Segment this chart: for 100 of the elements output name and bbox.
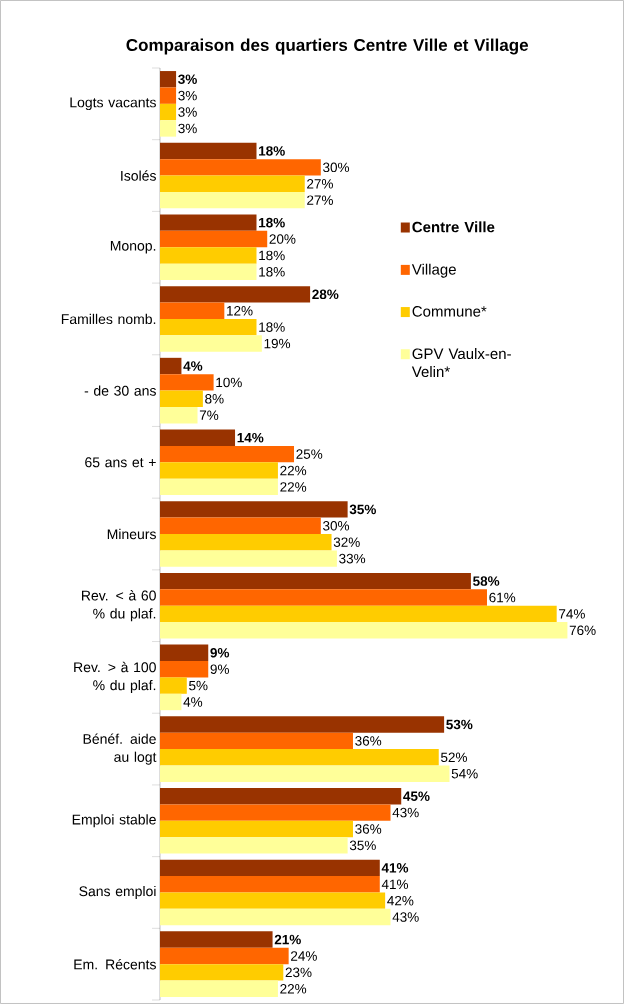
data-label: 25% xyxy=(296,449,323,459)
data-label: 4% xyxy=(183,697,203,707)
bar xyxy=(160,820,353,838)
data-label: 22% xyxy=(280,482,307,492)
data-label: 9% xyxy=(210,648,230,658)
bar xyxy=(160,534,332,551)
data-label: 10% xyxy=(216,377,242,388)
data-label: 5% xyxy=(189,680,208,691)
y-tick-label: 65 ans et + xyxy=(85,457,156,468)
data-label: 21% xyxy=(274,934,301,945)
bar xyxy=(160,517,321,535)
y-tick-label: - de 30 ans xyxy=(84,385,156,396)
data-label: 76% xyxy=(569,625,596,636)
data-label: 18% xyxy=(259,217,285,228)
bar xyxy=(160,247,257,264)
data-label: 54% xyxy=(451,768,478,779)
bar xyxy=(160,191,305,209)
data-label: 8% xyxy=(205,394,224,404)
data-label: 19% xyxy=(264,338,291,349)
data-label: 28% xyxy=(312,289,339,300)
bar xyxy=(160,120,177,137)
data-label: 43% xyxy=(392,912,419,922)
bar xyxy=(160,374,214,391)
data-label: 30% xyxy=(323,521,350,531)
y-tick-label: Familles nomb. xyxy=(61,313,156,325)
data-label: 41% xyxy=(381,879,409,889)
data-label: 35% xyxy=(349,840,376,851)
data-label: 52% xyxy=(440,752,467,763)
data-label: 36% xyxy=(355,736,382,746)
bar xyxy=(160,407,198,424)
data-label: 18% xyxy=(259,267,285,277)
data-label: 33% xyxy=(339,553,366,564)
data-label: 30% xyxy=(323,162,350,173)
data-label: 22% xyxy=(280,465,307,476)
data-label: 35% xyxy=(349,504,376,515)
y-tick-label: Mineurs xyxy=(107,528,156,540)
data-label: 3% xyxy=(178,74,197,85)
data-label: 27% xyxy=(307,195,333,205)
data-label: 4% xyxy=(183,361,203,371)
bar xyxy=(160,159,321,176)
bar xyxy=(160,589,487,606)
y-tick-label: Sans emploi xyxy=(79,885,156,899)
bar xyxy=(160,876,380,893)
bar xyxy=(160,964,284,981)
y-tick-label: Emploi stable xyxy=(72,814,156,828)
bar xyxy=(160,605,557,623)
y-tick-label: Isolés xyxy=(121,170,156,181)
data-label: 3% xyxy=(178,90,197,101)
bar xyxy=(160,980,278,997)
data-label: 61% xyxy=(489,592,516,603)
legend-label: Village xyxy=(411,263,456,278)
bar xyxy=(160,859,380,877)
bar xyxy=(160,732,353,750)
bar xyxy=(160,429,236,446)
bar xyxy=(160,462,278,479)
bar xyxy=(160,765,450,782)
bar xyxy=(160,804,391,821)
bar xyxy=(160,572,471,590)
bar xyxy=(160,478,278,496)
y-tick-label: Bénéf. aide au logt xyxy=(83,733,157,765)
y-tick-label: Em. Récents xyxy=(74,958,156,970)
data-label: 7% xyxy=(199,410,219,420)
bar xyxy=(160,390,203,408)
y-tick-label: Rev. < à 60 % du plaf. xyxy=(82,590,156,622)
bar xyxy=(160,103,177,121)
bar xyxy=(160,175,305,192)
legend-label: Centre Ville xyxy=(412,221,495,233)
bar xyxy=(160,892,386,909)
y-tick-label: Logts vacants xyxy=(70,97,156,111)
bar xyxy=(160,622,568,639)
bar xyxy=(160,214,257,231)
bar xyxy=(160,142,257,160)
bar xyxy=(160,286,311,303)
data-label: 36% xyxy=(355,824,382,834)
bar xyxy=(160,302,225,319)
bar xyxy=(160,837,348,854)
data-label: 45% xyxy=(403,791,430,801)
bar xyxy=(160,550,337,567)
data-label: 24% xyxy=(291,951,317,961)
bar xyxy=(160,230,268,248)
y-tick-label: Rev. > à 100 % du plaf. xyxy=(74,661,156,693)
data-label: 74% xyxy=(559,609,585,619)
data-label: 58% xyxy=(473,576,500,586)
data-label: 12% xyxy=(227,305,253,316)
bar xyxy=(160,660,209,678)
bar xyxy=(160,947,289,965)
data-label: 41% xyxy=(381,863,409,873)
bar xyxy=(160,335,262,352)
bar xyxy=(160,644,209,661)
bar xyxy=(160,908,391,926)
bar xyxy=(160,263,257,281)
data-label: 18% xyxy=(259,250,285,261)
data-label: 18% xyxy=(259,322,285,332)
data-label: 42% xyxy=(387,895,414,906)
data-label: 9% xyxy=(210,664,229,674)
bar xyxy=(160,501,348,518)
bar xyxy=(160,318,257,336)
bar xyxy=(160,749,439,766)
legend-label: GPV Vaulx-en-Velin* xyxy=(411,348,511,378)
bar xyxy=(160,716,445,733)
